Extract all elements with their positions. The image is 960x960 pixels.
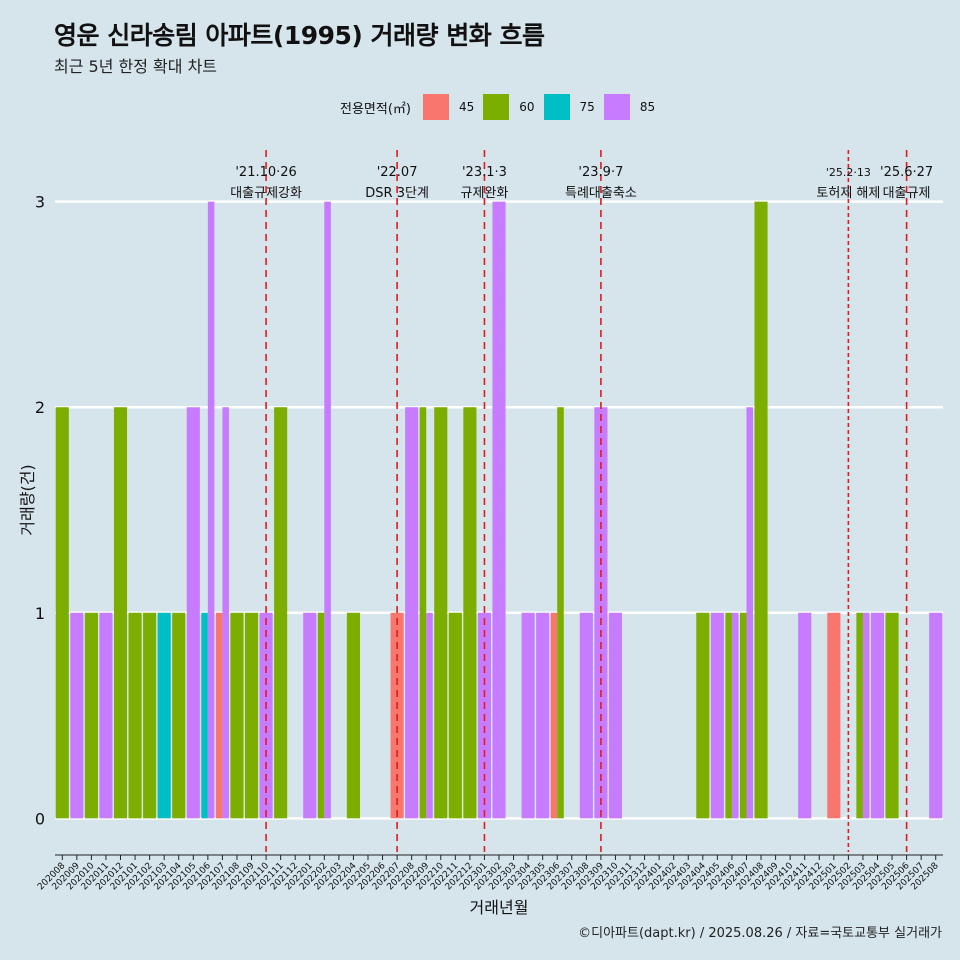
bar-202208-85 — [405, 407, 419, 819]
bar-202406-85 — [731, 612, 739, 819]
y-tick-label-3: 3 — [35, 193, 45, 212]
y-axis-title: 거래량(건) — [18, 464, 37, 535]
event-date-202110: '21.10·26 — [235, 165, 296, 180]
legend: 전용면적(㎡) 45 60 75 85 — [340, 93, 664, 121]
bar-202306-45 — [550, 612, 558, 819]
y-tick-label-2: 2 — [35, 398, 45, 417]
y-tick-label-0: 0 — [35, 809, 45, 828]
event-date-202301: '23.1·3 — [462, 165, 507, 180]
bar-202304-85 — [521, 612, 535, 819]
bar-202106-75 — [201, 612, 208, 819]
event-date-202502: '25.2·13 — [826, 166, 871, 179]
event-label-202309: 특례대출축소 — [565, 186, 637, 201]
chart-title: 영운 신라송림 아파트(1995) 거래량 변화 흐름 — [54, 21, 545, 50]
source-caption: ©디아파트(dapt.kr) / 2025.08.26 / 자료=국토교통부 실… — [578, 926, 942, 941]
bar-202503-60 — [856, 612, 863, 819]
event-label-202506: 대출규제 — [883, 186, 931, 201]
bar-202306-60 — [557, 407, 564, 819]
bar-202009-85 — [70, 612, 84, 819]
bar-202308-85 — [579, 612, 593, 819]
legend-item-85: 85 — [603, 94, 656, 120]
bar-202104-60 — [172, 612, 186, 819]
legend-swatch-85 — [603, 94, 630, 120]
legend-item-45: 45 — [422, 94, 475, 120]
chart-subtitle: 최근 5년 한정 확대 차트 — [54, 57, 218, 76]
bar-202302-85 — [492, 201, 506, 819]
bar-202201-85 — [303, 612, 317, 819]
event-date-202309: '23.9·7 — [578, 165, 623, 180]
bar-202305-85 — [536, 612, 550, 819]
legend-label-85: 85 — [639, 100, 656, 114]
bar-202202-60 — [317, 612, 325, 819]
bar-202107-45 — [215, 612, 223, 819]
bar-202501-45 — [827, 612, 841, 819]
event-label-202110: 대출규제강화 — [230, 186, 302, 201]
bar-202407-60 — [739, 612, 747, 819]
legend-item-75: 75 — [543, 94, 595, 120]
bar-202010-60 — [84, 612, 98, 819]
bar-202103-75 — [157, 612, 171, 819]
y-tick-label-1: 1 — [35, 604, 45, 623]
legend-swatch-60 — [483, 94, 510, 120]
bar-202212-60 — [463, 407, 477, 819]
bar-202101-60 — [128, 612, 142, 819]
bar-202202-85 — [324, 201, 331, 819]
legend-label-75: 75 — [579, 100, 595, 114]
legend-label-45: 45 — [458, 100, 475, 114]
event-date-202207: '22.07 — [377, 165, 418, 180]
bar-202111-60 — [274, 407, 288, 819]
legend-swatch-75 — [543, 94, 570, 120]
event-label-202207: DSR 3단계 — [365, 186, 429, 201]
bar-202008-60 — [55, 407, 69, 819]
legend-title: 전용면적(㎡) — [340, 101, 411, 117]
event-label-202301: 규제완화 — [461, 186, 509, 201]
x-axis-title: 거래년월 — [470, 898, 529, 917]
bar-202012-60 — [113, 407, 128, 819]
bar-202503-85 — [862, 612, 870, 819]
bar-202505-60 — [885, 612, 899, 819]
bar-202209-85 — [426, 612, 433, 819]
bar-202211-60 — [448, 612, 462, 819]
event-label-202502: 토허제 해제 — [816, 186, 880, 201]
bar-202407-85 — [746, 407, 754, 819]
bar-202209-60 — [419, 407, 427, 819]
bar-202109-60 — [244, 612, 259, 819]
bar-202310-85 — [608, 612, 623, 819]
legend-swatch-45 — [422, 94, 449, 120]
bar-202504-85 — [870, 612, 885, 819]
bar-202405-85 — [710, 612, 724, 819]
legend-label-60: 60 — [519, 100, 535, 114]
bar-202210-60 — [434, 407, 448, 819]
bar-202406-60 — [725, 612, 732, 819]
bar-202204-60 — [346, 612, 360, 819]
event-date-202506: '25.6·27 — [880, 165, 933, 180]
bar-202011-85 — [99, 612, 113, 819]
bar-202411-85 — [798, 612, 812, 819]
bar-202404-60 — [696, 612, 710, 819]
bar-202108-60 — [230, 612, 244, 819]
bar-202105-85 — [186, 407, 200, 819]
bar-202508-85 — [929, 612, 943, 819]
bar-202107-85 — [222, 407, 229, 819]
bar-202408-60 — [754, 201, 768, 819]
bar-202102-60 — [143, 612, 157, 819]
legend-item-60: 60 — [483, 94, 535, 120]
bar-202106-85 — [207, 201, 215, 819]
